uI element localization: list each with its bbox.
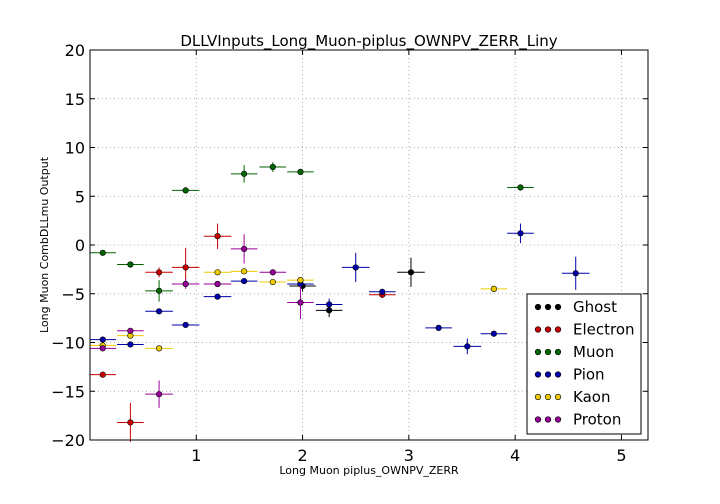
legend-label: Muon xyxy=(573,343,614,361)
data-point xyxy=(99,345,106,352)
legend-marker xyxy=(554,326,562,333)
data-point xyxy=(241,268,248,275)
data-point xyxy=(182,187,189,194)
x-tick-label: 2 xyxy=(297,446,307,465)
legend-box xyxy=(526,293,642,435)
data-point xyxy=(214,280,221,288)
y-tick-label: −15 xyxy=(51,382,85,401)
series-proton xyxy=(89,234,314,408)
data-point xyxy=(127,261,134,268)
data-point xyxy=(182,321,189,329)
data-point xyxy=(155,345,163,352)
data-point xyxy=(269,278,276,286)
legend-label: Ghost xyxy=(573,298,617,316)
data-point xyxy=(127,419,134,426)
x-axis-label: Long Muon piplus_OWNPV_ZERR xyxy=(279,464,459,477)
series-electron xyxy=(89,223,396,442)
legend-marker xyxy=(534,348,542,356)
y-tick-label: −20 xyxy=(51,431,85,450)
legend-marker xyxy=(534,326,542,333)
data-point xyxy=(155,269,163,276)
data-point xyxy=(127,327,134,334)
y-tick-label: 20 xyxy=(65,41,85,60)
data-point xyxy=(297,299,304,306)
data-point xyxy=(572,270,579,277)
x-tick-label: 3 xyxy=(404,446,414,465)
legend-marker xyxy=(554,371,562,378)
data-points xyxy=(89,162,590,442)
data-point xyxy=(182,280,189,288)
legend-marker xyxy=(554,303,562,311)
legend-marker xyxy=(544,393,552,401)
data-point xyxy=(269,163,276,171)
data-point xyxy=(407,269,415,276)
data-point xyxy=(99,249,106,256)
legend-label: Electron xyxy=(573,321,635,339)
x-tick-label: 5 xyxy=(616,446,626,465)
legend-marker xyxy=(544,303,552,311)
y-tick-label: −10 xyxy=(51,334,85,353)
legend-marker xyxy=(544,348,552,356)
legend-marker xyxy=(554,393,562,401)
x-tick-label: 4 xyxy=(510,446,520,465)
data-point xyxy=(297,277,304,284)
data-point xyxy=(241,170,248,177)
series-pion xyxy=(89,223,590,355)
data-point xyxy=(517,230,524,237)
data-point xyxy=(241,245,248,252)
data-point xyxy=(490,285,497,292)
y-axis-label: Long Muon CombDLLmu Output xyxy=(38,156,51,333)
y-tick-label: 0 xyxy=(75,236,85,255)
data-point xyxy=(127,341,134,348)
legend-marker xyxy=(534,393,542,401)
data-point xyxy=(379,288,386,295)
y-tick-label: −5 xyxy=(61,285,85,304)
data-point xyxy=(99,336,106,343)
data-point xyxy=(269,269,276,276)
data-point xyxy=(241,277,248,285)
legend-marker xyxy=(544,371,552,378)
axis-ticks: 1 2 3 4 5 20 15 10 5 0 −5 −10 −15 −20 xyxy=(51,41,648,465)
legend: Ghost Electron Muon Pion Kaon Proton xyxy=(526,293,642,435)
data-point xyxy=(490,330,497,337)
legend-marker xyxy=(534,303,542,311)
chart-title: DLLVInputs_Long_Muon-piplus_OWNPV_ZERR_L… xyxy=(180,32,557,51)
data-point xyxy=(182,264,189,271)
x-tick-label: 1 xyxy=(191,446,201,465)
data-point xyxy=(214,293,221,300)
data-point xyxy=(297,168,304,175)
data-point xyxy=(352,264,359,271)
series-muon xyxy=(89,162,534,302)
legend-marker xyxy=(544,326,552,333)
y-tick-label: 5 xyxy=(75,187,85,206)
data-point xyxy=(214,233,221,240)
legend-label: Proton xyxy=(573,411,621,429)
legend-marker xyxy=(544,416,552,423)
legend-label: Pion xyxy=(573,366,605,384)
data-point xyxy=(99,371,106,378)
legend-marker xyxy=(534,416,542,423)
y-tick-label: 10 xyxy=(65,139,85,158)
legend-marker xyxy=(554,416,562,423)
legend-marker xyxy=(534,371,542,378)
legend-marker xyxy=(554,348,562,356)
y-tick-label: 15 xyxy=(65,90,85,109)
data-point xyxy=(517,184,524,191)
legend-label: Kaon xyxy=(573,388,610,406)
data-point xyxy=(326,301,333,308)
data-point xyxy=(214,269,221,276)
data-point xyxy=(155,287,163,294)
data-point xyxy=(464,343,471,350)
data-point xyxy=(155,391,163,398)
data-point xyxy=(155,308,163,315)
data-point xyxy=(435,324,442,331)
